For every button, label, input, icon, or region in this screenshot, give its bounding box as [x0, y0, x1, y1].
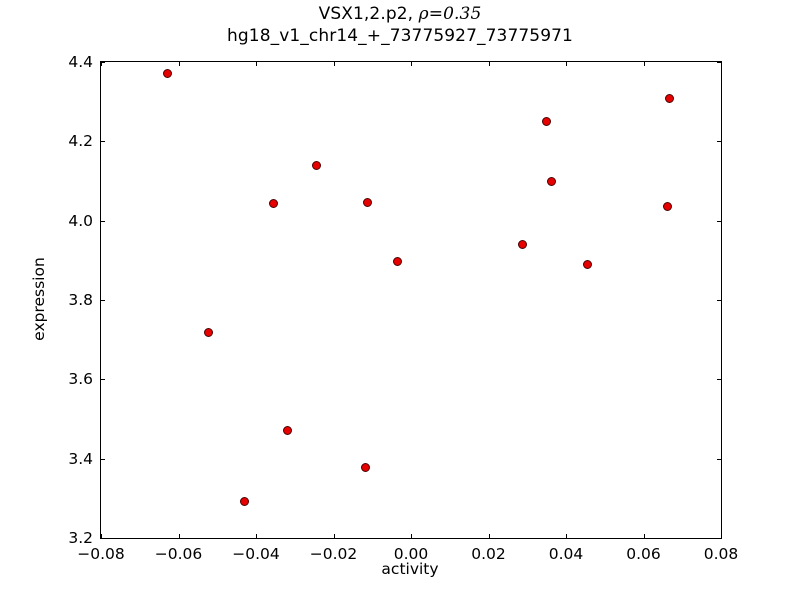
scatter-point [311, 160, 321, 170]
x-axis-tick-top [411, 61, 412, 66]
scatter-point [665, 93, 675, 103]
y-axis-tick-label: 4.2 [68, 132, 93, 151]
scatter-point [163, 69, 173, 79]
scatter-point [662, 202, 672, 212]
scatter-point [583, 260, 593, 270]
y-axis-tick-right [717, 220, 722, 222]
scatter-point [240, 497, 250, 507]
y-axis-tick-right [717, 62, 722, 63]
x-axis-tick-top [333, 61, 335, 66]
scatter-point [518, 239, 528, 249]
x-axis-tick-top [566, 61, 567, 66]
plot-area [101, 62, 721, 538]
scatter-point [361, 463, 371, 473]
chart-title-line-2: hg18_v1_chr14_+_73775927_73775971 [227, 26, 573, 46]
y-axis-tick-label: 3.4 [68, 449, 93, 468]
y-axis-tick-label: 4.0 [68, 211, 93, 230]
x-axis-tick-top [178, 61, 180, 66]
y-axis-tick-right [717, 141, 722, 143]
chart-title-line-1: VSX1,2.p2, ρ=0.35 [0, 6, 800, 23]
x-axis-tick-label: −0.06 [154, 545, 203, 563]
chart-title-prefix: VSX1,2.p2, [318, 4, 419, 24]
y-axis-tick-right [717, 379, 722, 381]
y-axis-tick-label: 4.4 [68, 53, 93, 71]
x-axis-tick [488, 534, 490, 539]
y-axis-tick [100, 141, 105, 143]
y-axis-tick [100, 300, 105, 301]
scatter-point [268, 199, 278, 209]
rho-value: =0.35 [428, 4, 482, 24]
x-axis-tick [566, 534, 567, 539]
scatter-point [204, 328, 214, 338]
x-axis-tick-top [256, 61, 257, 66]
x-axis-tick [643, 534, 645, 539]
y-axis-tick-label: 3.2 [68, 529, 93, 547]
x-axis-tick-label: −0.08 [77, 545, 125, 563]
scatter-point [546, 177, 556, 187]
x-axis-tick-top [721, 61, 722, 66]
x-axis-tick-label: −0.04 [232, 545, 280, 563]
x-axis-tick-label: 0.08 [703, 545, 739, 563]
x-axis-tick-label: 0.02 [471, 545, 506, 563]
x-axis-tick [721, 534, 722, 539]
y-axis-tick [100, 220, 105, 222]
x-axis-label: activity [381, 560, 439, 578]
y-axis-tick [100, 538, 105, 539]
x-axis-tick [256, 534, 257, 539]
x-axis-tick [411, 534, 412, 539]
x-axis-tick-top [643, 61, 645, 66]
x-axis-tick-label: −0.02 [309, 545, 358, 563]
y-axis-tick-right [717, 458, 722, 460]
y-axis-tick [100, 379, 105, 381]
scatter-point [392, 256, 402, 266]
scatter-point [541, 117, 551, 127]
x-axis-tick [101, 534, 102, 539]
y-axis-tick-right [717, 538, 722, 539]
x-axis-tick [333, 534, 335, 539]
chart-title: VSX1,2.p2, ρ=0.35 hg18_v1_chr14_+_737759… [0, 6, 800, 45]
y-axis-tick-label: 3.6 [68, 370, 93, 389]
x-axis-tick-top [488, 61, 490, 66]
x-axis-tick-label: 0.06 [626, 545, 661, 563]
y-axis-tick [100, 458, 105, 460]
rho-symbol: ρ [418, 4, 429, 24]
y-axis-label: expression [30, 257, 48, 341]
x-axis-tick [178, 534, 180, 539]
scatter-point [363, 197, 373, 207]
y-axis-tick-label: 3.8 [68, 291, 93, 309]
plot-axes: −0.08 −0.06 −0.04 −0.02 0.00 0.02 0.04 0.06 0.08… [68, 53, 738, 563]
y-axis-tick-right [717, 300, 722, 301]
x-axis-tick-top [101, 61, 102, 66]
x-axis-tick-label: 0.00 [393, 545, 429, 563]
scatter-point [282, 426, 292, 436]
y-axis-tick [100, 62, 105, 63]
x-axis-tick-label: 0.04 [548, 545, 584, 563]
ylabel-container: expression [0, 0, 60, 600]
